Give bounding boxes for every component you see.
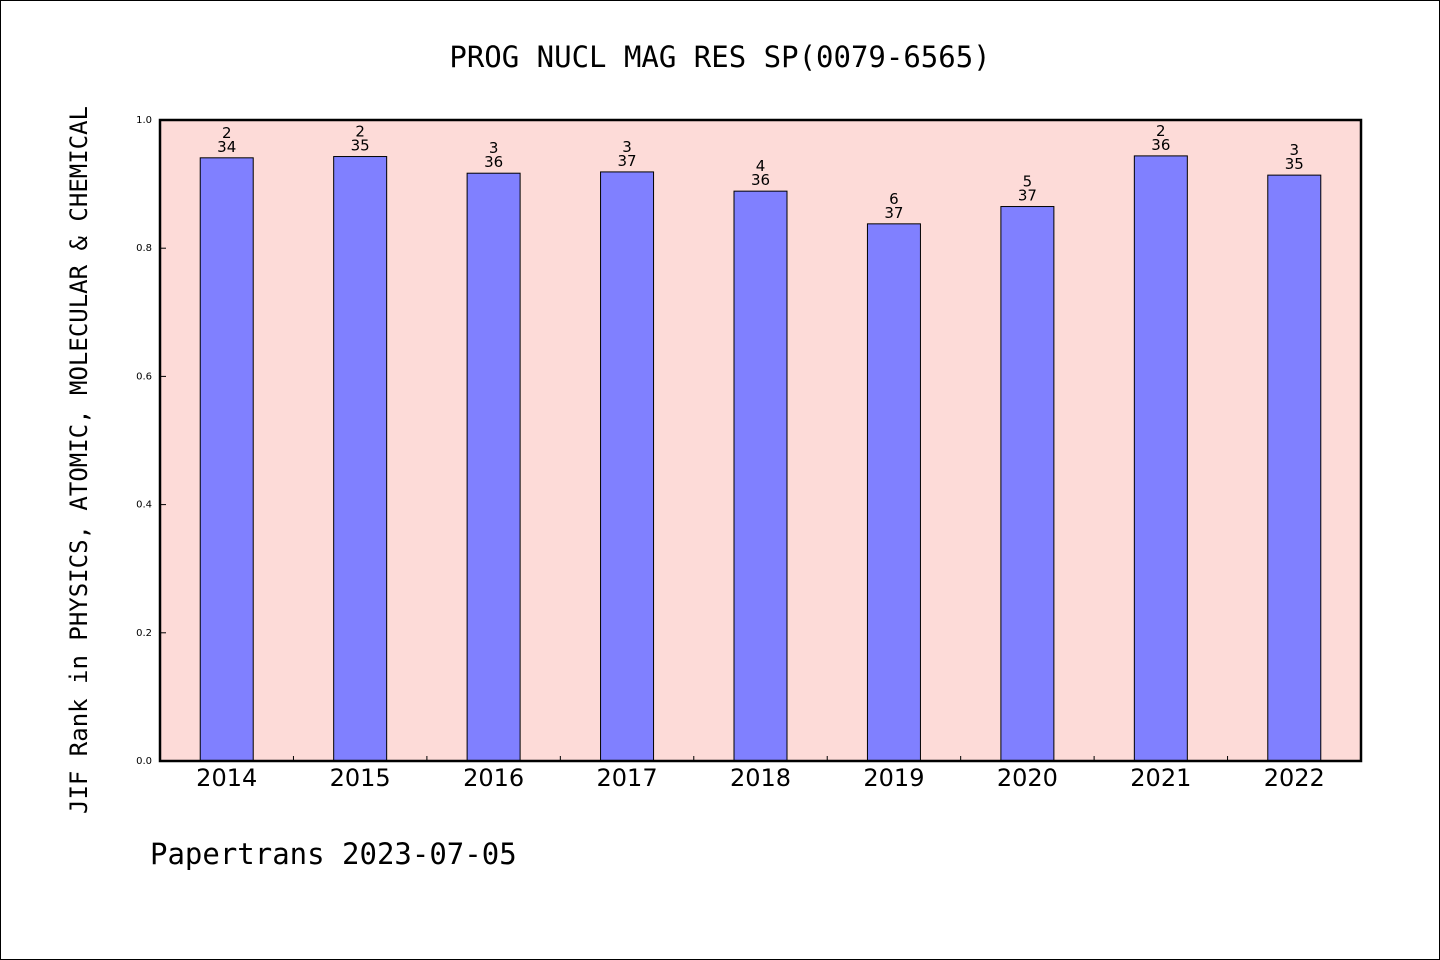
bar-2014 xyxy=(199,157,254,762)
bar-2018 xyxy=(733,190,788,762)
x-axis: 2014 2015 2016 2017 2018 2019 2020 2021 2022 xyxy=(196,756,1325,792)
y-tick-label: 1.0 xyxy=(136,115,152,126)
total-label-2019: 37 xyxy=(884,204,903,222)
bar-2019 xyxy=(866,223,921,762)
total-label-2021: 36 xyxy=(1151,136,1170,154)
total-label-2018: 36 xyxy=(751,171,770,189)
rank-label-2014: 2 xyxy=(222,124,232,142)
rank-label-2016: 3 xyxy=(489,139,499,157)
x-tick-label-2016: 2016 xyxy=(463,764,524,792)
total-label-2017: 37 xyxy=(618,152,637,170)
total-label-2020: 37 xyxy=(1018,187,1037,205)
y-tick-label: 0.0 xyxy=(136,756,152,767)
y-tick-label: 0.8 xyxy=(136,243,152,254)
y-tick-label: 0.2 xyxy=(136,628,152,639)
rank-label-2017: 3 xyxy=(622,138,632,156)
x-tick-label-2017: 2017 xyxy=(597,764,658,792)
x-tick-label-2018: 2018 xyxy=(730,764,791,792)
bar-2020 xyxy=(1000,206,1055,762)
footer-credit: Papertrans 2023-07-05 xyxy=(150,837,517,871)
rank-label-2020: 5 xyxy=(1023,173,1033,191)
rank-label-2019: 6 xyxy=(889,190,899,208)
x-tick-label-2020: 2020 xyxy=(997,764,1058,792)
x-tick-label-2022: 2022 xyxy=(1264,764,1325,792)
x-tick-label-2014: 2014 xyxy=(196,764,257,792)
x-tick-label-2019: 2019 xyxy=(863,764,924,792)
y-tick-label: 0.6 xyxy=(136,371,152,382)
rank-label-2022: 3 xyxy=(1290,141,1300,159)
plot-border xyxy=(158,118,1363,763)
total-label-2015: 35 xyxy=(351,137,370,155)
total-label-2022: 35 xyxy=(1285,155,1304,173)
chart-title: PROG NUCL MAG RES SP(0079-6565) xyxy=(449,40,990,74)
x-tick-label-2021: 2021 xyxy=(1130,764,1191,792)
bars-group xyxy=(199,155,1322,762)
total-label-2014: 34 xyxy=(217,138,236,156)
bar-2016 xyxy=(466,172,521,762)
rank-label-2015: 2 xyxy=(355,123,365,141)
y-tick-label: 0.4 xyxy=(136,500,152,511)
total-label-2016: 36 xyxy=(484,153,503,171)
rank-label-2018: 4 xyxy=(756,157,766,175)
bar-2015 xyxy=(333,156,388,762)
y-axis-label: JIF Rank in PHYSICS, ATOMIC, MOLECULAR &… xyxy=(65,106,93,814)
bar-2017 xyxy=(600,171,655,762)
bar-2022 xyxy=(1267,174,1322,762)
rank-label-2021: 2 xyxy=(1156,122,1166,140)
x-tick-label-2015: 2015 xyxy=(330,764,391,792)
bar-2021 xyxy=(1133,155,1188,762)
